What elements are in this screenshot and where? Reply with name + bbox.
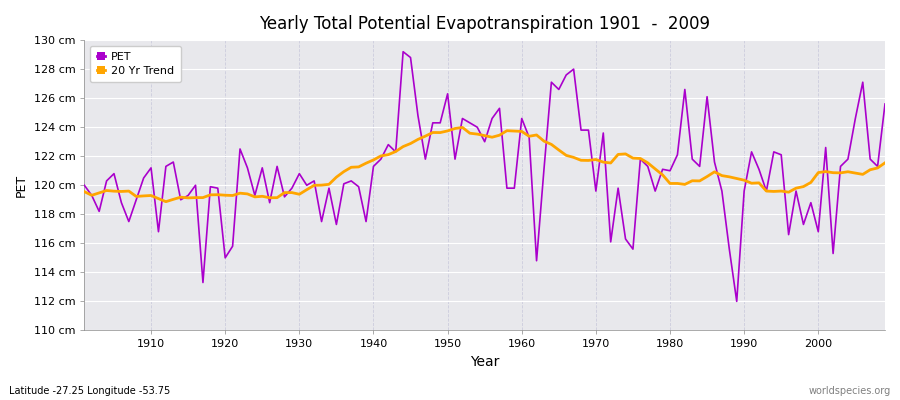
Y-axis label: PET: PET <box>15 174 28 197</box>
Legend: PET, 20 Yr Trend: PET, 20 Yr Trend <box>90 46 181 82</box>
Text: worldspecies.org: worldspecies.org <box>809 386 891 396</box>
Title: Yearly Total Potential Evapotranspiration 1901  -  2009: Yearly Total Potential Evapotranspiratio… <box>259 15 710 33</box>
Text: Latitude -27.25 Longitude -53.75: Latitude -27.25 Longitude -53.75 <box>9 386 170 396</box>
X-axis label: Year: Year <box>470 355 500 369</box>
